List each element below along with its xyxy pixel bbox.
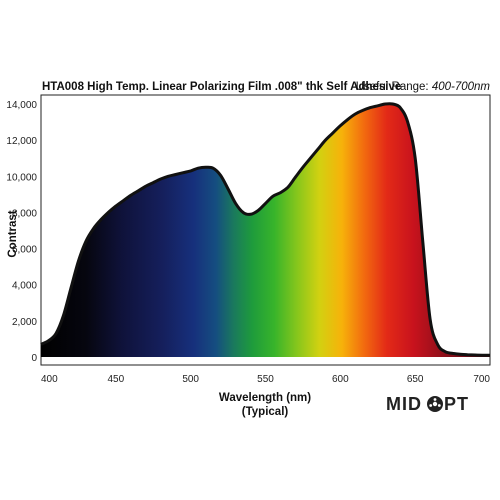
svg-text:PT: PT — [444, 394, 469, 414]
x-tick-label: 400 — [41, 374, 58, 385]
x-axis-title: Wavelength (nm) — [218, 392, 312, 404]
y-tick-label: 14,000 — [6, 100, 37, 111]
useful-range-label: Useful Range: — [355, 81, 429, 93]
midopt-logo: MID PT — [386, 394, 469, 414]
y-tick-label: 8,000 — [12, 208, 37, 219]
useful-range-value: 400-700nm — [431, 81, 490, 93]
y-axis: 0 2,000 4,000 6,000 8,000 10,000 12,000 14,000 — [6, 100, 37, 364]
y-tick-label: 10,000 — [6, 172, 37, 183]
svg-text:MID: MID — [386, 394, 422, 414]
series-area — [41, 103, 490, 357]
x-tick-label: 550 — [257, 374, 274, 385]
x-tick-label: 650 — [407, 374, 424, 385]
x-tick-label: 600 — [332, 374, 349, 385]
y-axis-label: Contrast — [7, 210, 19, 258]
x-axis-subtitle: (Typical) — [241, 406, 289, 418]
x-tick-label: 700 — [473, 374, 490, 385]
y-tick-label: 2,000 — [12, 317, 37, 328]
useful-range: Useful Range: 400-700nm — [356, 81, 490, 93]
series-line — [40, 102, 490, 357]
y-tick-label: 0 — [31, 353, 37, 364]
x-axis-label: Wavelength (nm) (Typical) — [190, 391, 340, 419]
chart-title: HTA008 High Temp. Linear Polarizing Film… — [42, 81, 402, 93]
x-axis: 400 450 500 550 600 650 700 — [41, 374, 490, 385]
x-tick-label: 450 — [107, 374, 124, 385]
y-tick-label: 12,000 — [6, 136, 37, 147]
y-tick-label: 4,000 — [12, 281, 37, 292]
y-tick-label: 6,000 — [12, 245, 37, 256]
logo-lens-icon — [427, 396, 443, 412]
plot-frame — [40, 94, 491, 366]
x-tick-label: 500 — [182, 374, 199, 385]
